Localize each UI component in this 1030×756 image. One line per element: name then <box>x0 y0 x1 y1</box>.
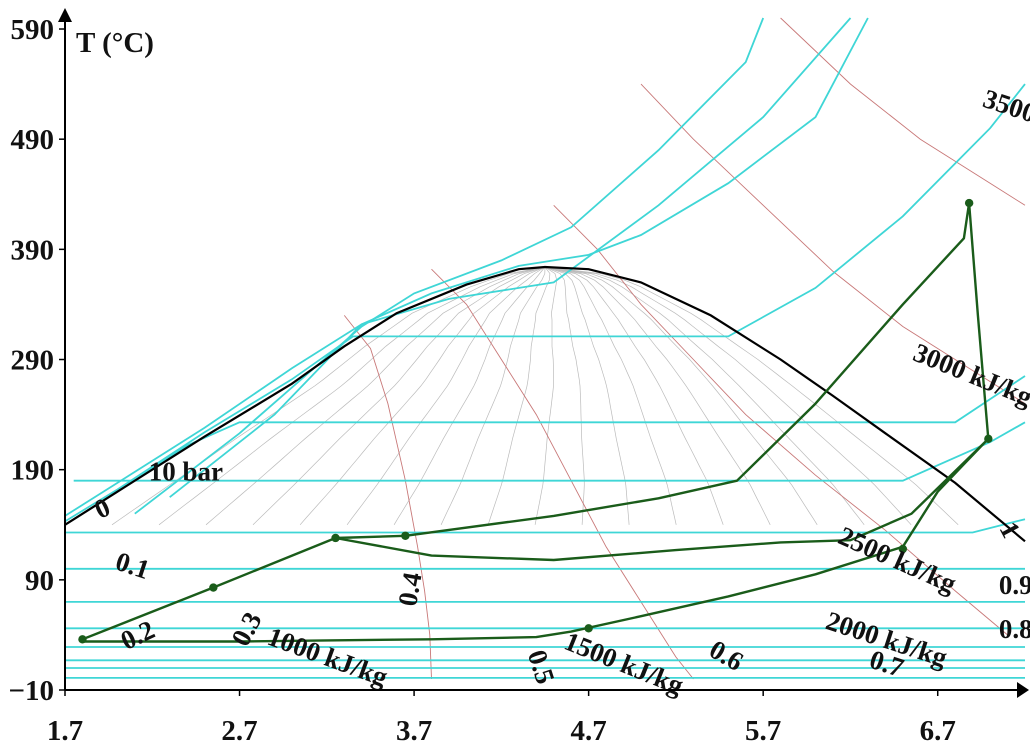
quality-line <box>252 266 546 526</box>
y-tick-label: 390 <box>11 234 55 266</box>
cycle-point <box>964 198 974 208</box>
x-tick-label: 3.7 <box>396 715 432 747</box>
enthalpy-line <box>553 204 1008 636</box>
x-axis-arrow <box>1017 682 1029 698</box>
x-tick-label: 1.7 <box>47 715 83 747</box>
quality-line <box>544 266 912 526</box>
cycle-point <box>984 434 993 444</box>
quality-line <box>544 266 677 525</box>
quality-lines <box>111 266 959 526</box>
isobar-line <box>64 375 1026 526</box>
enthalpy-label: 3500 kJ/kg <box>980 83 1030 150</box>
saturation-curve <box>64 265 1026 543</box>
y-tick-label: 490 <box>11 124 55 156</box>
isobar-lines <box>64 17 1026 679</box>
quality-line <box>544 266 818 525</box>
quality-line <box>346 266 546 526</box>
quality-label: 0.5 <box>522 646 561 687</box>
x-tick-label: 5.7 <box>745 715 781 747</box>
enthalpy-line <box>640 83 1026 404</box>
isobar-line <box>64 83 1026 523</box>
x-tick-label: 2.7 <box>221 715 257 747</box>
y-tick-label: 290 <box>11 345 55 377</box>
y-tick-label: −10 <box>8 675 54 707</box>
cycle-line <box>81 201 990 643</box>
quality-line <box>544 266 724 525</box>
quality-line <box>534 266 558 525</box>
enthalpy-label: 1000 kJ/kg <box>264 621 392 692</box>
quality-line <box>158 266 546 526</box>
quality-label: 0.6 <box>704 634 748 677</box>
y-axis-label: T (°C) <box>76 27 154 59</box>
isobar-line <box>65 518 1026 534</box>
quality-line <box>205 266 546 526</box>
quality-line <box>544 266 865 526</box>
quality-line <box>544 266 585 525</box>
axes: 1.7 2.7 3.7 4.7 5.7 6.7 −10 90 190 290 390 490 590 <box>8 8 1029 747</box>
quality-label: 0.2 <box>116 614 159 655</box>
isobar-line <box>134 17 765 515</box>
isobar-line <box>73 421 1026 482</box>
cycle-point <box>401 531 410 540</box>
quality-line <box>440 266 546 525</box>
y-tick-label: 90 <box>25 565 54 597</box>
quality-line <box>544 266 630 525</box>
cycle-point <box>78 635 87 644</box>
x-tick-label: 4.7 <box>571 715 607 747</box>
y-axis-arrow <box>58 8 72 22</box>
quality-label: 0.8 <box>999 614 1030 644</box>
enthalpy-line <box>431 268 694 680</box>
y-tick-label: 190 <box>11 455 55 487</box>
quality-line <box>544 266 959 526</box>
cycle-point <box>898 544 908 554</box>
quality-line <box>544 266 771 525</box>
quality-label: 0.1 <box>112 546 153 585</box>
cycle-point <box>331 533 340 543</box>
enthalpy-line <box>343 315 432 680</box>
cycle-point <box>584 624 593 633</box>
quality-label: 0.3 <box>225 607 267 651</box>
isobar-label: 10 bar <box>149 457 223 487</box>
quality-line <box>393 266 546 525</box>
saturation-dome <box>64 265 1026 543</box>
isobar-line <box>169 17 852 498</box>
enthalpy-line <box>780 17 1026 206</box>
cycle <box>78 198 993 644</box>
isobar-line <box>64 17 869 517</box>
enthalpy-label: 3000 kJ/kg <box>909 337 1030 412</box>
quality-line <box>299 266 546 526</box>
x-tick-label: 6.7 <box>920 715 956 747</box>
cycle-point <box>209 583 218 592</box>
quality-line <box>111 266 546 526</box>
quality-label: 0.4 <box>392 570 427 608</box>
y-tick-label: 590 <box>11 14 55 46</box>
quality-label: 0.9 <box>999 570 1030 600</box>
